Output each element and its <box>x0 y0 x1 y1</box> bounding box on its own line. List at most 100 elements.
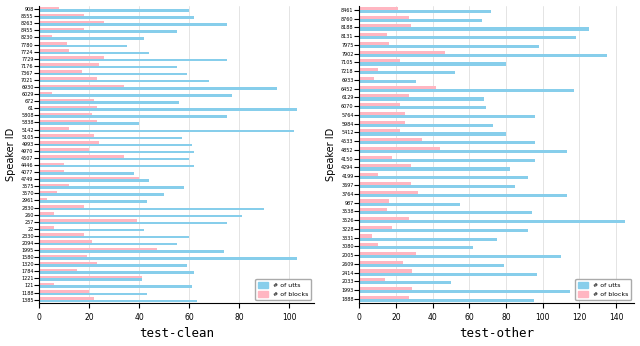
Bar <box>359 237 497 240</box>
Bar <box>359 273 537 276</box>
Bar <box>39 212 54 215</box>
Bar <box>39 233 84 236</box>
Bar <box>39 292 147 295</box>
Bar <box>359 229 528 232</box>
Bar <box>39 9 189 11</box>
Bar <box>359 185 515 188</box>
Bar <box>359 45 539 48</box>
Bar <box>39 87 277 90</box>
Bar <box>359 54 607 57</box>
Bar <box>359 62 506 65</box>
Bar <box>39 115 227 118</box>
Bar <box>359 86 436 89</box>
Bar <box>39 208 264 210</box>
Bar <box>39 30 177 33</box>
Bar <box>39 219 137 222</box>
Y-axis label: Speaker ID: Speaker ID <box>6 128 15 181</box>
Bar <box>359 36 576 39</box>
Bar <box>359 235 372 237</box>
Bar <box>359 217 409 220</box>
Bar <box>39 28 84 30</box>
Bar <box>39 94 232 97</box>
Bar <box>39 262 97 264</box>
Bar <box>359 77 374 80</box>
Bar <box>39 158 189 161</box>
Bar <box>359 202 460 206</box>
Bar <box>359 141 535 144</box>
Bar <box>39 21 104 23</box>
Bar <box>39 113 92 115</box>
Bar <box>39 14 84 16</box>
Bar <box>39 285 192 288</box>
Bar <box>39 134 94 137</box>
Bar <box>39 177 140 179</box>
Bar <box>359 220 625 223</box>
Bar <box>39 23 227 26</box>
Bar <box>359 156 392 159</box>
Bar <box>39 193 164 196</box>
Bar <box>39 247 157 250</box>
Bar <box>359 255 561 258</box>
Bar <box>39 269 77 271</box>
Bar <box>359 159 535 162</box>
Bar <box>359 199 388 202</box>
Bar <box>359 147 440 150</box>
Bar <box>39 222 227 224</box>
Bar <box>359 261 403 264</box>
Bar <box>39 215 242 217</box>
Bar <box>359 89 574 92</box>
Bar <box>39 279 142 281</box>
Bar <box>359 299 534 302</box>
Bar <box>39 42 67 45</box>
Bar <box>359 106 486 109</box>
Bar <box>359 94 409 98</box>
Bar <box>359 167 509 171</box>
Bar <box>39 56 104 59</box>
Bar <box>39 191 57 193</box>
Bar <box>359 60 399 62</box>
Bar <box>359 278 385 281</box>
Bar <box>39 16 195 19</box>
Bar <box>39 276 142 279</box>
Bar <box>359 138 422 141</box>
Bar <box>39 52 149 54</box>
Bar <box>359 150 566 153</box>
Bar <box>359 133 506 136</box>
Bar <box>359 226 392 229</box>
Bar <box>39 151 195 153</box>
Bar <box>359 124 493 127</box>
Bar <box>39 49 69 52</box>
Bar <box>39 122 140 125</box>
Bar <box>39 205 84 208</box>
Bar <box>39 300 197 302</box>
Bar <box>359 24 410 27</box>
Bar <box>359 16 409 19</box>
Bar <box>359 296 409 299</box>
Bar <box>39 255 86 257</box>
Bar <box>39 129 294 132</box>
Bar <box>39 290 89 292</box>
Bar <box>39 73 187 75</box>
Bar <box>39 250 225 253</box>
Bar <box>359 68 378 71</box>
Bar <box>359 164 410 167</box>
Bar <box>39 297 94 300</box>
Bar <box>39 66 177 68</box>
X-axis label: test-other: test-other <box>460 327 534 340</box>
Legend: # of utts, # of blocks: # of utts, # of blocks <box>575 279 631 300</box>
Bar <box>39 101 179 104</box>
Bar <box>39 70 82 73</box>
Bar <box>39 106 97 108</box>
Bar <box>39 243 177 245</box>
Bar <box>39 63 99 66</box>
Bar <box>359 281 451 284</box>
Bar <box>39 127 69 129</box>
Bar <box>39 99 94 101</box>
Bar <box>39 271 195 274</box>
Bar <box>359 194 566 197</box>
Bar <box>359 290 570 293</box>
Bar <box>39 137 182 139</box>
Bar <box>359 191 418 194</box>
Bar <box>39 148 89 151</box>
Bar <box>359 80 416 83</box>
